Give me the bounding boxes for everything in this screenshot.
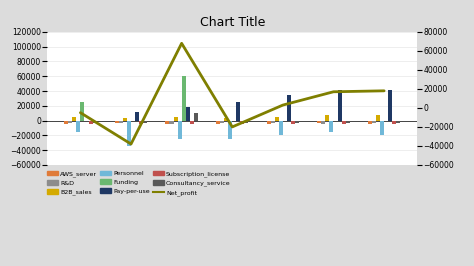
Bar	[396, 120, 401, 123]
Bar	[392, 120, 396, 124]
Bar	[190, 120, 194, 124]
Net_profit	[331, 90, 337, 93]
Net_profit	[229, 125, 235, 128]
Bar	[267, 120, 271, 123]
Net_profit	[128, 142, 134, 146]
Net_profit	[280, 103, 286, 107]
Net_profit	[381, 89, 387, 92]
Bar	[325, 115, 329, 120]
Bar	[76, 120, 81, 132]
Bar	[228, 120, 232, 139]
Bar	[216, 120, 220, 123]
Bar	[376, 115, 380, 120]
Bar	[119, 120, 123, 123]
Bar	[279, 120, 283, 135]
Bar	[115, 120, 119, 123]
Bar	[388, 90, 392, 120]
Bar	[287, 95, 291, 120]
Bar	[89, 120, 92, 124]
Bar	[271, 120, 275, 123]
Bar	[368, 120, 372, 123]
Legend: AWS_server, R&D, B2B_sales, Personnel, Funding, Pay-per-use, Subscription_licens: AWS_server, R&D, B2B_sales, Personnel, F…	[47, 171, 231, 196]
Net_profit	[179, 42, 184, 45]
Bar	[329, 120, 334, 132]
Bar	[237, 102, 240, 120]
Bar	[317, 120, 321, 123]
Bar	[81, 102, 84, 120]
Bar	[346, 120, 350, 123]
Bar	[224, 118, 228, 120]
Bar	[73, 117, 76, 120]
Bar	[139, 120, 143, 124]
Bar	[182, 76, 186, 120]
Bar	[321, 120, 325, 124]
Bar	[220, 120, 224, 123]
Bar	[194, 113, 198, 120]
Bar	[92, 120, 97, 123]
Bar	[240, 120, 245, 124]
Bar	[135, 112, 139, 120]
Bar	[380, 120, 384, 135]
Bar	[291, 120, 295, 124]
Line: Net_profit: Net_profit	[81, 43, 384, 144]
Bar	[68, 120, 73, 123]
Bar	[170, 120, 173, 123]
Bar	[245, 120, 248, 123]
Net_profit	[78, 111, 83, 114]
Bar	[342, 120, 346, 124]
Bar	[127, 120, 131, 147]
Bar	[123, 118, 127, 120]
Bar	[186, 107, 190, 120]
Bar	[295, 120, 299, 123]
Bar	[372, 120, 376, 123]
Bar	[173, 117, 178, 120]
Bar	[337, 90, 342, 120]
Bar	[165, 120, 170, 124]
Bar	[64, 120, 68, 124]
Bar	[143, 120, 147, 123]
Bar	[275, 117, 279, 120]
Bar	[178, 120, 182, 139]
Title: Chart Title: Chart Title	[200, 16, 265, 29]
